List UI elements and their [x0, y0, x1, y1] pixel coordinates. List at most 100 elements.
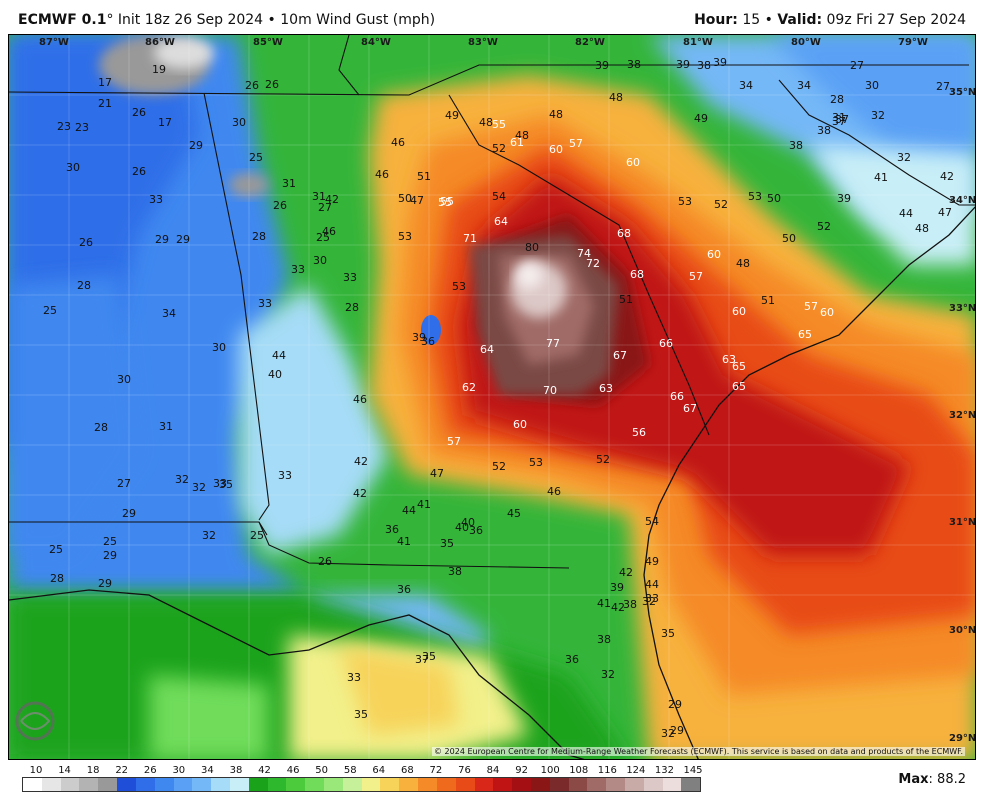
gust-value: 48	[549, 108, 563, 121]
gust-value: 25	[103, 535, 117, 548]
gust-value: 47	[938, 206, 952, 219]
gust-value: 46	[547, 485, 561, 498]
gust-value: 32	[192, 481, 206, 494]
gust-value: 39	[713, 56, 727, 69]
svg-text:80°W: 80°W	[791, 37, 821, 48]
colorbar-tick-label: 68	[400, 765, 414, 776]
gust-value: 61	[510, 136, 524, 149]
colorbar-tick-label: 46	[286, 765, 300, 776]
gust-value: 56	[632, 426, 646, 439]
gust-value: 54	[645, 515, 659, 528]
gust-value: 26	[132, 165, 146, 178]
gust-value: 25	[249, 151, 263, 164]
colorbar-tick-label: 42	[258, 765, 271, 776]
gust-value: 60	[626, 156, 640, 169]
gust-value: 80	[525, 241, 539, 254]
gust-value: 74	[577, 247, 591, 260]
colorbar-segment	[643, 778, 663, 791]
gust-value: 62	[462, 381, 476, 394]
gust-value: 42	[354, 455, 368, 468]
gust-value: 53	[529, 456, 543, 469]
gust-value: 49	[445, 109, 459, 122]
wind-gust-map[interactable]: 87°W 86°W 85°W 84°W 83°W 82°W 81°W 80°W …	[8, 34, 976, 760]
gust-value: 33	[347, 671, 361, 684]
svg-text:33°N: 33°N	[949, 303, 976, 314]
gust-value: 30	[865, 79, 879, 92]
gust-value: 46	[375, 168, 389, 181]
gust-value: 64	[494, 215, 508, 228]
colorbar-tick-label: 76	[458, 765, 471, 776]
gust-value: 67	[683, 402, 697, 415]
gust-value: 26	[318, 555, 332, 568]
gust-value: 60	[732, 305, 746, 318]
gust-value: 35	[354, 708, 368, 721]
gust-value: 26	[265, 78, 279, 91]
colorbar-tick-label: 84	[486, 765, 500, 776]
colorbar-segment	[305, 778, 324, 791]
svg-text:84°W: 84°W	[361, 37, 391, 48]
gust-value: 28	[830, 93, 844, 106]
colorbar-tick-label: 132	[654, 765, 674, 776]
colorbar-tick-label: 38	[229, 765, 243, 776]
gust-value: 63	[599, 382, 613, 395]
hour-label: Hour:	[694, 12, 738, 28]
gust-value: 66	[659, 337, 673, 350]
max-label: Max	[898, 772, 929, 787]
gust-value: 35	[661, 627, 675, 640]
colorbar-tick-label: 22	[115, 765, 129, 776]
gust-value: 19	[152, 63, 166, 76]
gust-value: 29	[176, 233, 190, 246]
colorbar-segment	[455, 778, 475, 791]
gust-value: 29	[155, 233, 169, 246]
gust-value: 25	[49, 543, 63, 556]
gust-value: 38	[789, 139, 803, 152]
gust-value: 44	[272, 349, 286, 362]
gust-value: 26	[273, 199, 287, 212]
valid-info: Hour: 15 • Valid: 09z Fri 27 Sep 2024	[694, 12, 966, 28]
colorbar-tick-label: 58	[343, 765, 357, 776]
gust-value: 29	[189, 139, 203, 152]
gust-value: 36	[397, 583, 411, 596]
latitude-labels: 35°N 34°N 33°N 32°N 31°N 30°N 29°N	[949, 87, 976, 744]
colorbar-segment	[248, 778, 268, 791]
gust-value: 30	[117, 373, 131, 386]
valid-value: 09z Fri 27 Sep 2024	[826, 12, 966, 28]
colorbar-tick-label: 145	[683, 765, 703, 776]
colorbar-segment	[135, 778, 155, 791]
gust-value: 17	[158, 116, 172, 129]
gust-value: 31	[282, 177, 296, 190]
svg-text:86°W: 86°W	[145, 37, 175, 48]
gust-value: 39	[837, 192, 851, 205]
colorbar-segment	[625, 778, 644, 791]
colorbar-segment	[399, 778, 419, 791]
colorbar-segment	[117, 778, 136, 791]
product-name: 10m Wind Gust (mph)	[280, 12, 436, 28]
gust-value: 48	[479, 116, 493, 129]
colorbar-segment	[98, 778, 118, 791]
gust-value: 55	[492, 118, 506, 131]
map-header: ECMWF 0.1° Init 18z 26 Sep 2024 • 10m Wi…	[0, 0, 984, 34]
gust-value: 52	[492, 142, 506, 155]
gust-value: 31	[312, 190, 326, 203]
max-value: 88.2	[937, 772, 966, 787]
gust-value: 44	[899, 207, 913, 220]
colorbar-segment	[324, 778, 343, 791]
colorbar-segment	[512, 778, 531, 791]
svg-text:85°W: 85°W	[253, 37, 283, 48]
gust-value: 34	[162, 307, 176, 320]
gust-value: 64	[480, 343, 494, 356]
gust-value: 54	[492, 190, 506, 203]
gust-value: 44	[402, 504, 416, 517]
colorbar-tick-label: 50	[315, 765, 329, 776]
gust-value: 32	[897, 151, 911, 164]
gust-value: 53	[678, 195, 692, 208]
gust-value: 38	[697, 59, 711, 72]
gust-value: 30	[212, 341, 226, 354]
gust-value: 30	[66, 161, 80, 174]
gust-value: 66	[670, 390, 684, 403]
colorbar-segment	[568, 778, 588, 791]
gust-value: 41	[417, 498, 431, 511]
colorbar	[22, 777, 701, 792]
gust-value: 27	[936, 80, 950, 93]
colorbar-segment	[267, 778, 287, 791]
